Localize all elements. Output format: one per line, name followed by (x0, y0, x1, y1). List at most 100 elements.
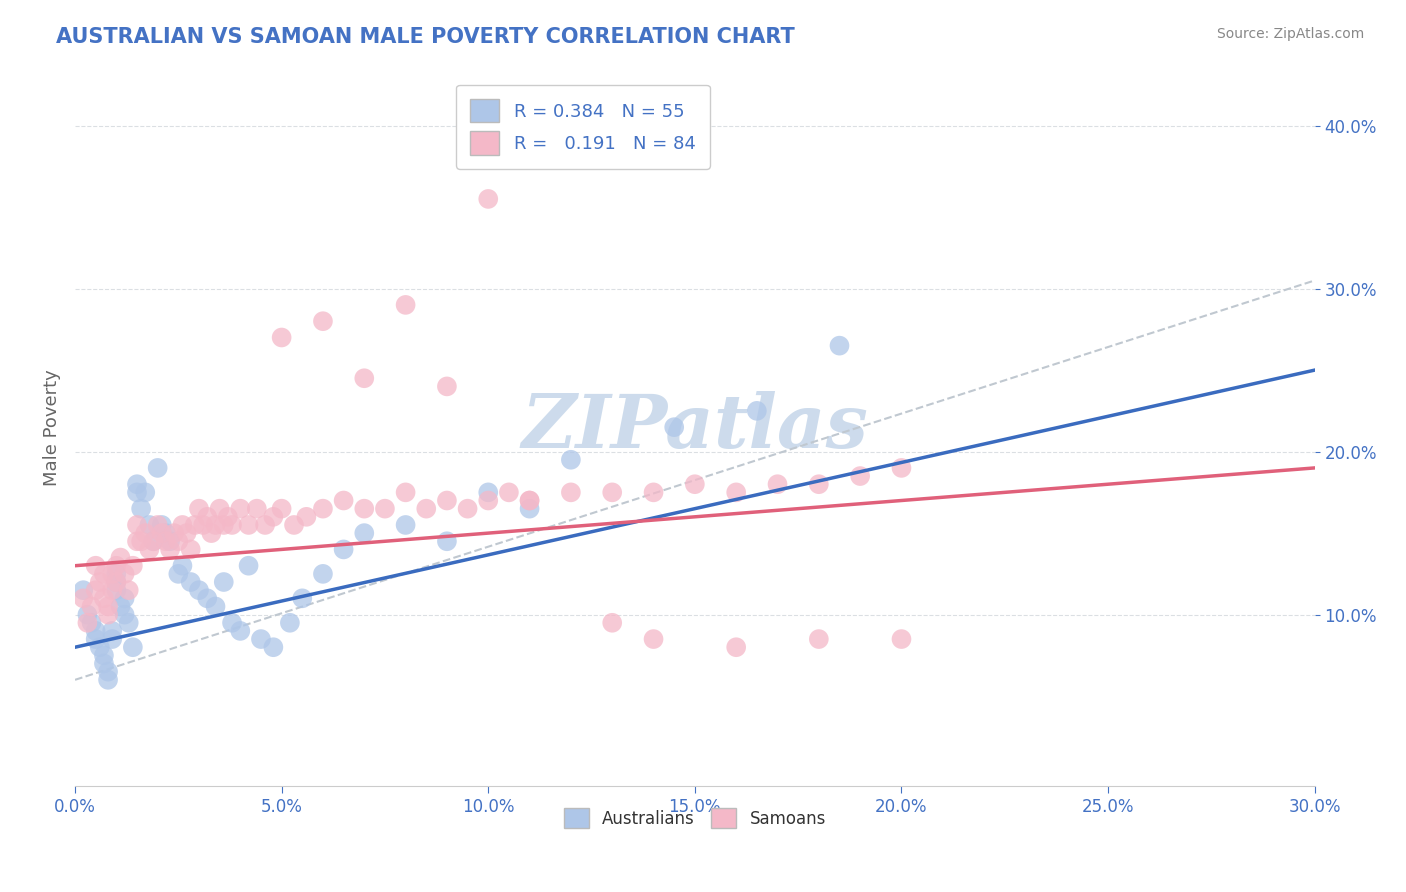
Point (890, 461, 912, 475)
Point (208, 501, 231, 516)
Point (250, 632, 273, 646)
Point (560, 452, 582, 467)
Point (167, 534, 190, 549)
Point (766, 477, 789, 491)
Point (238, 558, 260, 573)
Point (221, 615, 243, 630)
Y-axis label: Male Poverty: Male Poverty (44, 368, 60, 485)
Point (105, 574, 128, 589)
Point (291, 591, 314, 606)
Point (80, 599, 103, 614)
Point (457, 501, 479, 516)
Point (97, 673, 120, 687)
Point (519, 493, 541, 508)
Point (125, 534, 148, 549)
Point (394, 518, 416, 533)
Point (172, 558, 194, 573)
Point (150, 518, 173, 533)
Point (150, 526, 173, 541)
Point (807, 632, 830, 646)
Point (93, 648, 115, 663)
Point (84, 632, 107, 646)
Point (560, 485, 582, 500)
Point (142, 534, 165, 549)
Point (353, 501, 375, 516)
Point (188, 501, 211, 516)
Point (129, 534, 152, 549)
Text: Source: ZipAtlas.com: Source: ZipAtlas.com (1216, 27, 1364, 41)
Point (125, 485, 148, 500)
Point (195, 509, 218, 524)
Point (807, 477, 830, 491)
Point (146, 461, 169, 475)
Point (664, 420, 686, 434)
Text: ZIPatlas: ZIPatlas (522, 391, 869, 464)
Point (436, 534, 458, 549)
Point (129, 501, 152, 516)
Point (270, 330, 292, 344)
Point (180, 574, 202, 589)
Point (229, 501, 252, 516)
Point (146, 518, 169, 533)
Point (353, 371, 375, 385)
Point (332, 493, 354, 508)
Point (278, 615, 301, 630)
Point (477, 493, 499, 508)
Point (134, 526, 156, 541)
Legend: Australians, Samoans: Australians, Samoans (557, 801, 832, 835)
Point (560, 143, 582, 157)
Point (114, 591, 136, 606)
Point (93, 657, 115, 671)
Point (519, 501, 541, 516)
Point (101, 632, 124, 646)
Point (890, 632, 912, 646)
Point (212, 518, 235, 533)
Point (80, 615, 103, 630)
Point (84, 624, 107, 638)
Point (188, 583, 211, 598)
Point (101, 624, 124, 638)
Point (312, 501, 335, 516)
Point (283, 518, 305, 533)
Point (142, 534, 165, 549)
Point (849, 469, 872, 483)
Point (118, 583, 141, 598)
Point (374, 501, 396, 516)
Point (84, 558, 107, 573)
Point (76, 607, 98, 622)
Point (200, 526, 222, 541)
Point (184, 518, 207, 533)
Point (114, 607, 136, 622)
Point (163, 526, 186, 541)
Point (191, 518, 214, 533)
Point (394, 485, 416, 500)
Point (229, 624, 252, 638)
Point (101, 566, 124, 581)
Point (105, 558, 128, 573)
Point (745, 404, 768, 418)
Point (121, 640, 143, 655)
Point (600, 615, 623, 630)
Point (89, 574, 111, 589)
Point (212, 574, 235, 589)
Point (155, 526, 177, 541)
Point (353, 526, 375, 541)
Point (172, 518, 194, 533)
Point (125, 477, 148, 491)
Point (72, 583, 94, 598)
Point (828, 338, 851, 352)
Point (436, 493, 458, 508)
Point (105, 566, 128, 581)
Text: AUSTRALIAN VS SAMOAN MALE POVERTY CORRELATION CHART: AUSTRALIAN VS SAMOAN MALE POVERTY CORREL… (56, 27, 794, 46)
Point (105, 583, 128, 598)
Point (97, 599, 120, 614)
Point (138, 542, 160, 557)
Point (110, 550, 132, 565)
Point (121, 558, 143, 573)
Point (394, 298, 416, 312)
Point (312, 314, 335, 328)
Point (477, 192, 499, 206)
Point (643, 485, 665, 500)
Point (262, 640, 284, 655)
Point (519, 493, 541, 508)
